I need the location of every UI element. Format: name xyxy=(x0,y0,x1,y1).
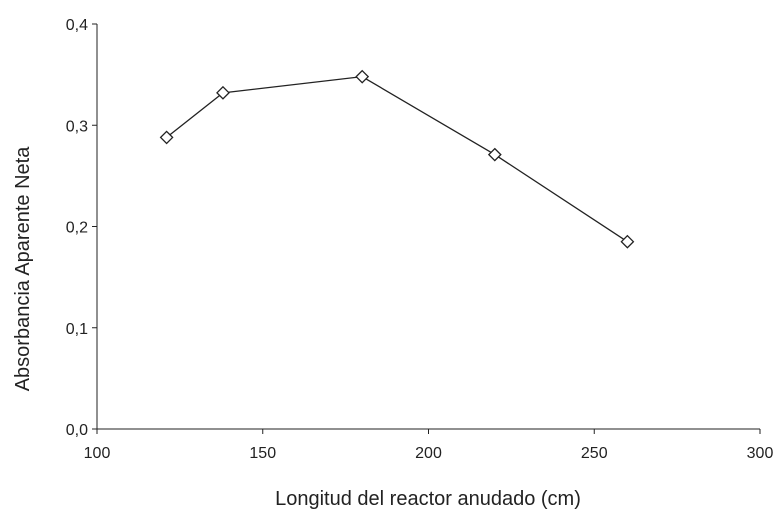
data-point-marker xyxy=(620,234,635,249)
x-ticks: 100 150 200 250 300 xyxy=(84,429,774,462)
data-point-marker xyxy=(487,147,502,162)
data-point-marker xyxy=(355,69,370,84)
x-tick-label: 100 xyxy=(84,445,111,462)
data-point-marker xyxy=(159,130,174,145)
x-tick-label: 200 xyxy=(415,445,442,462)
x-tick-label: 300 xyxy=(747,445,774,462)
series-line xyxy=(166,75,628,243)
y-tick-label: 0,2 xyxy=(66,220,88,237)
y-ticks: 0,0 0,1 0,2 0,3 0,4 xyxy=(66,17,97,439)
series xyxy=(159,69,635,249)
x-axis-title: Longitud del reactor anudado (cm) xyxy=(275,488,581,510)
x-tick-label: 250 xyxy=(581,445,608,462)
y-tick-label: 0,3 xyxy=(66,118,88,135)
data-point-marker xyxy=(216,85,230,100)
y-axis-title: Absorbancia Aparente Neta xyxy=(12,146,34,391)
y-tick-label: 0,1 xyxy=(66,321,88,338)
y-tick-label: 0,4 xyxy=(66,17,88,34)
x-tick-label: 150 xyxy=(249,445,276,462)
axes xyxy=(96,24,760,430)
y-tick-label: 0,0 xyxy=(66,422,88,439)
